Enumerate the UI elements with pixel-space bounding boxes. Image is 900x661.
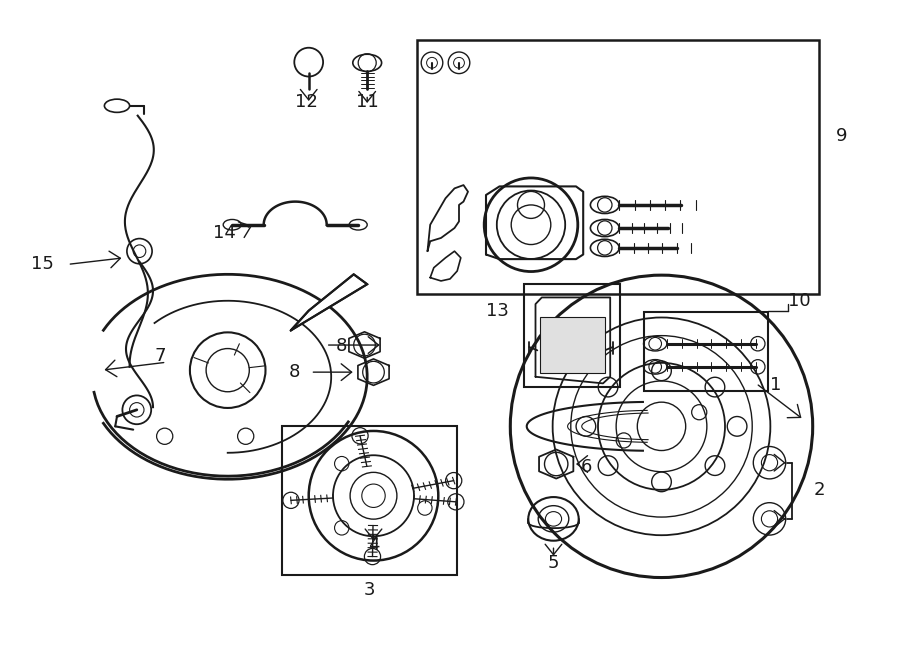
Text: 1: 1 bbox=[770, 375, 781, 394]
Bar bbox=[524, 284, 620, 387]
Text: 6: 6 bbox=[581, 458, 592, 477]
Text: 8: 8 bbox=[288, 363, 300, 381]
Text: 14: 14 bbox=[213, 223, 236, 242]
Text: 3: 3 bbox=[364, 580, 374, 599]
Text: 15: 15 bbox=[32, 255, 54, 274]
Bar bbox=[644, 312, 768, 391]
Polygon shape bbox=[291, 274, 367, 330]
Text: 9: 9 bbox=[836, 126, 847, 145]
Polygon shape bbox=[540, 317, 605, 373]
Text: 5: 5 bbox=[548, 554, 559, 572]
Text: 13: 13 bbox=[486, 301, 508, 320]
Text: 2: 2 bbox=[814, 481, 824, 500]
Bar bbox=[417, 40, 819, 294]
Text: 7: 7 bbox=[155, 346, 166, 365]
Text: 8: 8 bbox=[336, 337, 347, 356]
Bar bbox=[282, 426, 457, 575]
Text: 4: 4 bbox=[368, 536, 379, 555]
Text: 11: 11 bbox=[356, 93, 379, 112]
Text: 12: 12 bbox=[294, 93, 318, 112]
Text: 10: 10 bbox=[788, 292, 810, 310]
